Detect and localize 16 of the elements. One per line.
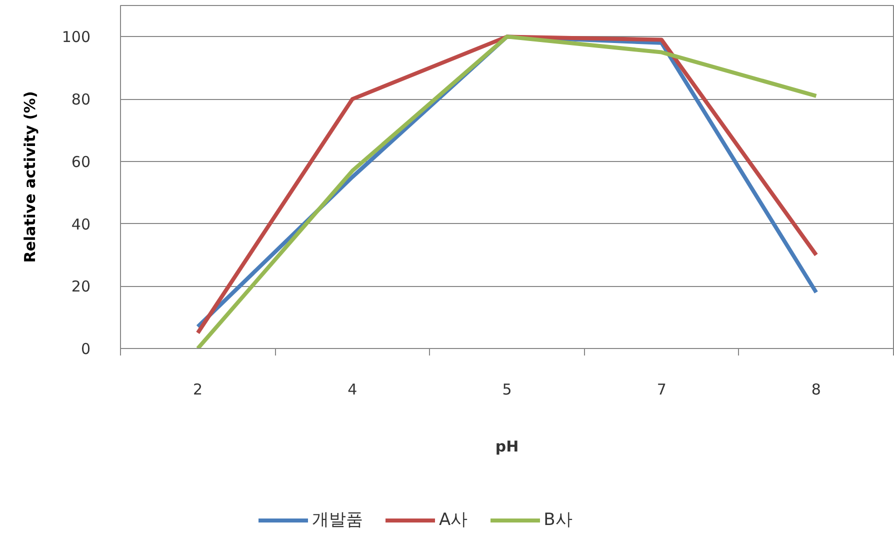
- y-tick-label: 80: [71, 90, 91, 109]
- x-tick-label: 2: [193, 380, 203, 398]
- y-tick-label: 20: [71, 278, 91, 296]
- legend-label: A사: [439, 509, 468, 531]
- x-tick-label: 7: [656, 380, 666, 398]
- y-axis-title: Relative activity (%): [20, 91, 39, 263]
- legend-label: B사: [544, 509, 572, 531]
- x-tick-label: 8: [811, 380, 821, 398]
- y-tick-label: 100: [62, 28, 91, 46]
- y-tick-label: 60: [71, 152, 91, 171]
- legend-label: 개발품: [312, 509, 363, 531]
- y-tick-label: 40: [71, 215, 91, 234]
- x-axis-title: pH: [495, 438, 519, 456]
- y-tick-label: 0: [80, 340, 91, 358]
- x-tick-label: 4: [348, 380, 358, 398]
- x-tick-label: 5: [502, 380, 512, 398]
